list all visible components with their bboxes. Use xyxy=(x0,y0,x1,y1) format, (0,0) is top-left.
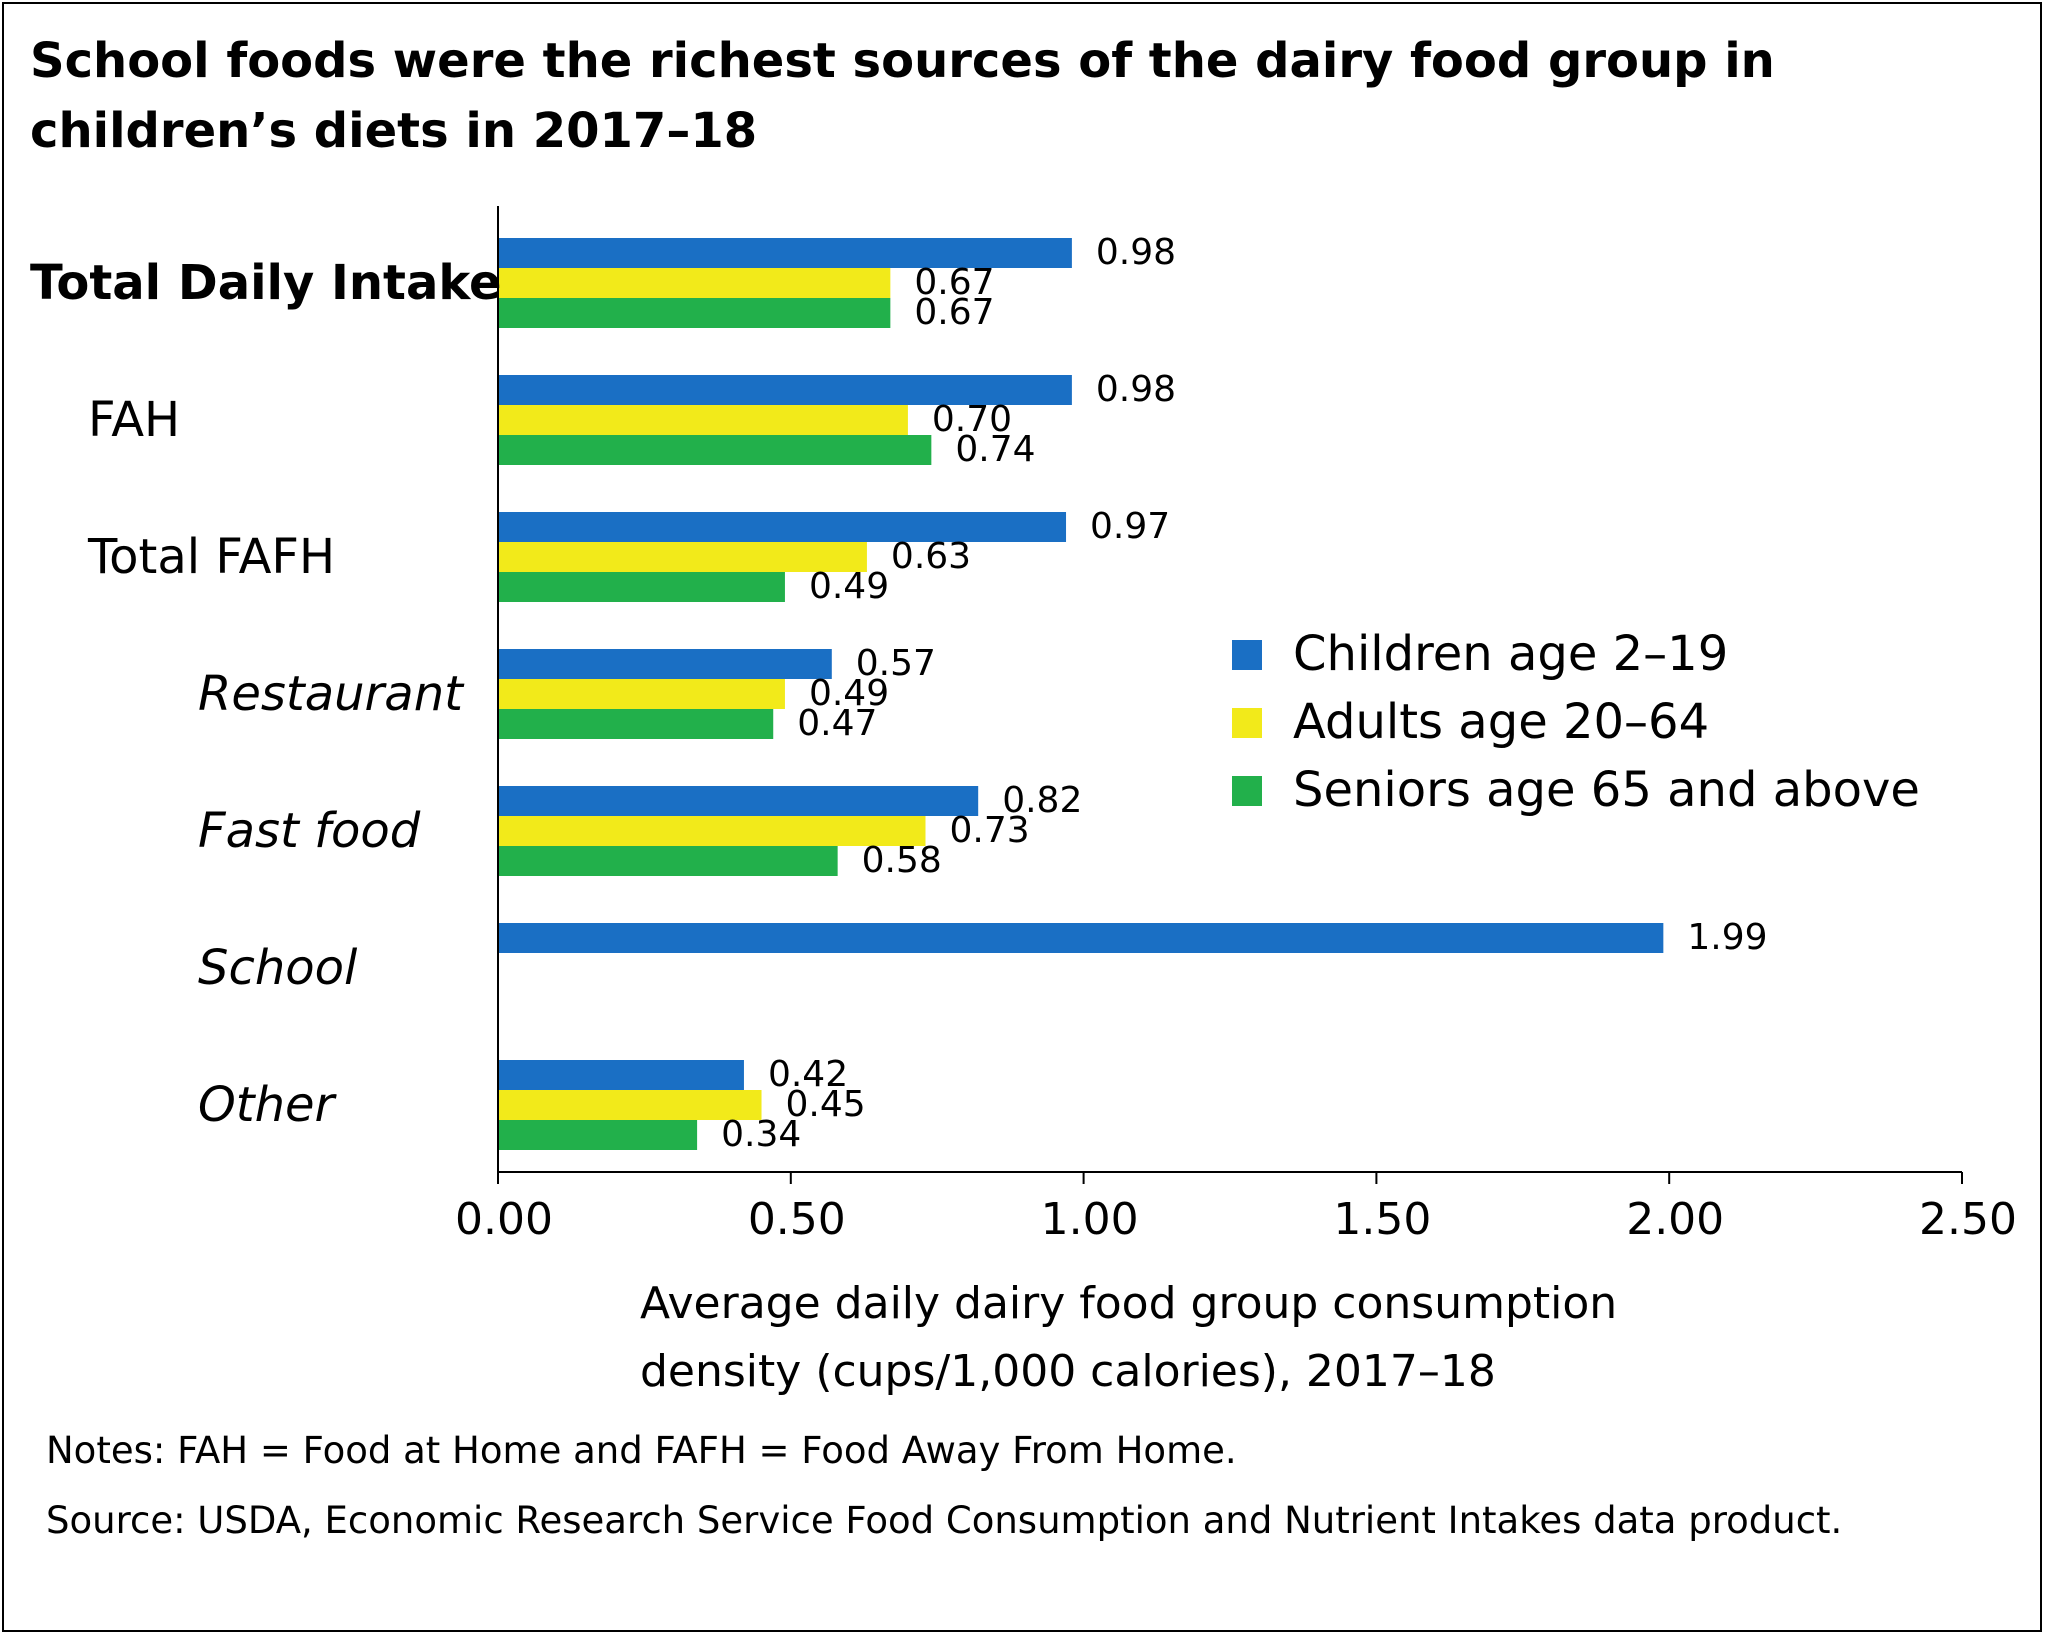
bar xyxy=(498,1060,744,1090)
x-tick-label: 1.00 xyxy=(1041,1194,1139,1245)
data-label: 0.67 xyxy=(914,262,994,303)
x-axis-title-line: density (cups/1,000 calories), 2017–18 xyxy=(640,1346,1496,1397)
data-label: 0.82 xyxy=(1002,780,1082,821)
bar xyxy=(498,786,979,816)
data-label: 0.58 xyxy=(862,840,942,881)
category-label: Restaurant xyxy=(198,666,465,722)
x-tick-label: 0.00 xyxy=(455,1194,553,1245)
legend-swatch xyxy=(1232,776,1262,806)
bar xyxy=(498,268,891,298)
data-label: 0.74 xyxy=(955,429,1035,470)
category-labels-group: Total Daily Intake FAH Total FAFH Restauran… xyxy=(30,255,502,1133)
x-ticks-group: 0.00 0.50 1.00 1.50 2.00 2.50 xyxy=(455,1172,2017,1245)
bar xyxy=(498,238,1072,268)
chart-title: School foods were the richest sources of… xyxy=(30,33,1775,159)
bar xyxy=(498,649,832,679)
x-tick-label: 2.50 xyxy=(1919,1194,2017,1245)
data-label: 0.47 xyxy=(797,703,877,744)
x-axis-title: Average daily dairy food group consumpti… xyxy=(640,1278,1617,1397)
x-tick-label: 2.00 xyxy=(1626,1194,1724,1245)
bar xyxy=(498,1120,698,1150)
bar xyxy=(498,1090,762,1120)
data-label: 0.67 xyxy=(914,292,994,333)
category-label: School xyxy=(198,940,358,996)
category-label: Other xyxy=(198,1077,338,1133)
data-label: 0.42 xyxy=(768,1054,848,1095)
legend-swatch xyxy=(1232,708,1262,738)
data-label: 0.34 xyxy=(721,1114,801,1155)
bar xyxy=(498,512,1067,542)
axes-group xyxy=(497,206,1962,1173)
bar xyxy=(498,846,838,876)
data-label: 0.98 xyxy=(1096,232,1176,273)
x-tick-label: 1.50 xyxy=(1333,1194,1431,1245)
data-label: 0.73 xyxy=(949,810,1029,851)
bar xyxy=(498,375,1072,405)
source-text: Source: USDA, Economic Research Service … xyxy=(46,1499,1843,1542)
category-label: Total Daily Intake xyxy=(30,255,502,311)
bar xyxy=(498,542,867,572)
data-label: 0.70 xyxy=(932,399,1012,440)
bar xyxy=(498,298,891,328)
bars-group xyxy=(498,238,1664,1150)
data-label: 0.98 xyxy=(1096,369,1176,410)
bar xyxy=(498,572,785,602)
bar xyxy=(498,679,785,709)
legend-label: Seniors age 65 and above xyxy=(1293,762,1920,818)
data-label: 1.99 xyxy=(1687,917,1767,958)
value-labels-group: 0.980.670.670.980.700.740.970.630.490.57… xyxy=(721,232,1767,1155)
bar xyxy=(498,709,774,739)
legend: Children age 2–19 Adults age 20–64 Seniors… xyxy=(1232,626,1920,818)
legend-label: Children age 2–19 xyxy=(1293,626,1728,682)
data-label: 0.45 xyxy=(786,1084,866,1125)
data-label: 0.49 xyxy=(809,566,889,607)
bar xyxy=(498,816,926,846)
legend-label: Adults age 20–64 xyxy=(1293,694,1709,750)
x-axis-title-line: Average daily dairy food group consumpti… xyxy=(640,1278,1617,1329)
notes-text: Notes: FAH = Food at Home and FAFH = Foo… xyxy=(46,1429,1237,1472)
legend-swatch xyxy=(1232,640,1262,670)
category-label: Total FAFH xyxy=(87,529,335,585)
category-label: FAH xyxy=(88,392,180,448)
bar xyxy=(498,923,1664,953)
data-label: 0.57 xyxy=(856,643,936,684)
bar xyxy=(498,405,908,435)
data-label: 0.63 xyxy=(891,536,971,577)
x-tick-label: 0.50 xyxy=(748,1194,846,1245)
data-label: 0.49 xyxy=(809,673,889,714)
data-label: 0.97 xyxy=(1090,506,1170,547)
category-label: Fast food xyxy=(198,803,421,859)
bar xyxy=(498,435,932,465)
